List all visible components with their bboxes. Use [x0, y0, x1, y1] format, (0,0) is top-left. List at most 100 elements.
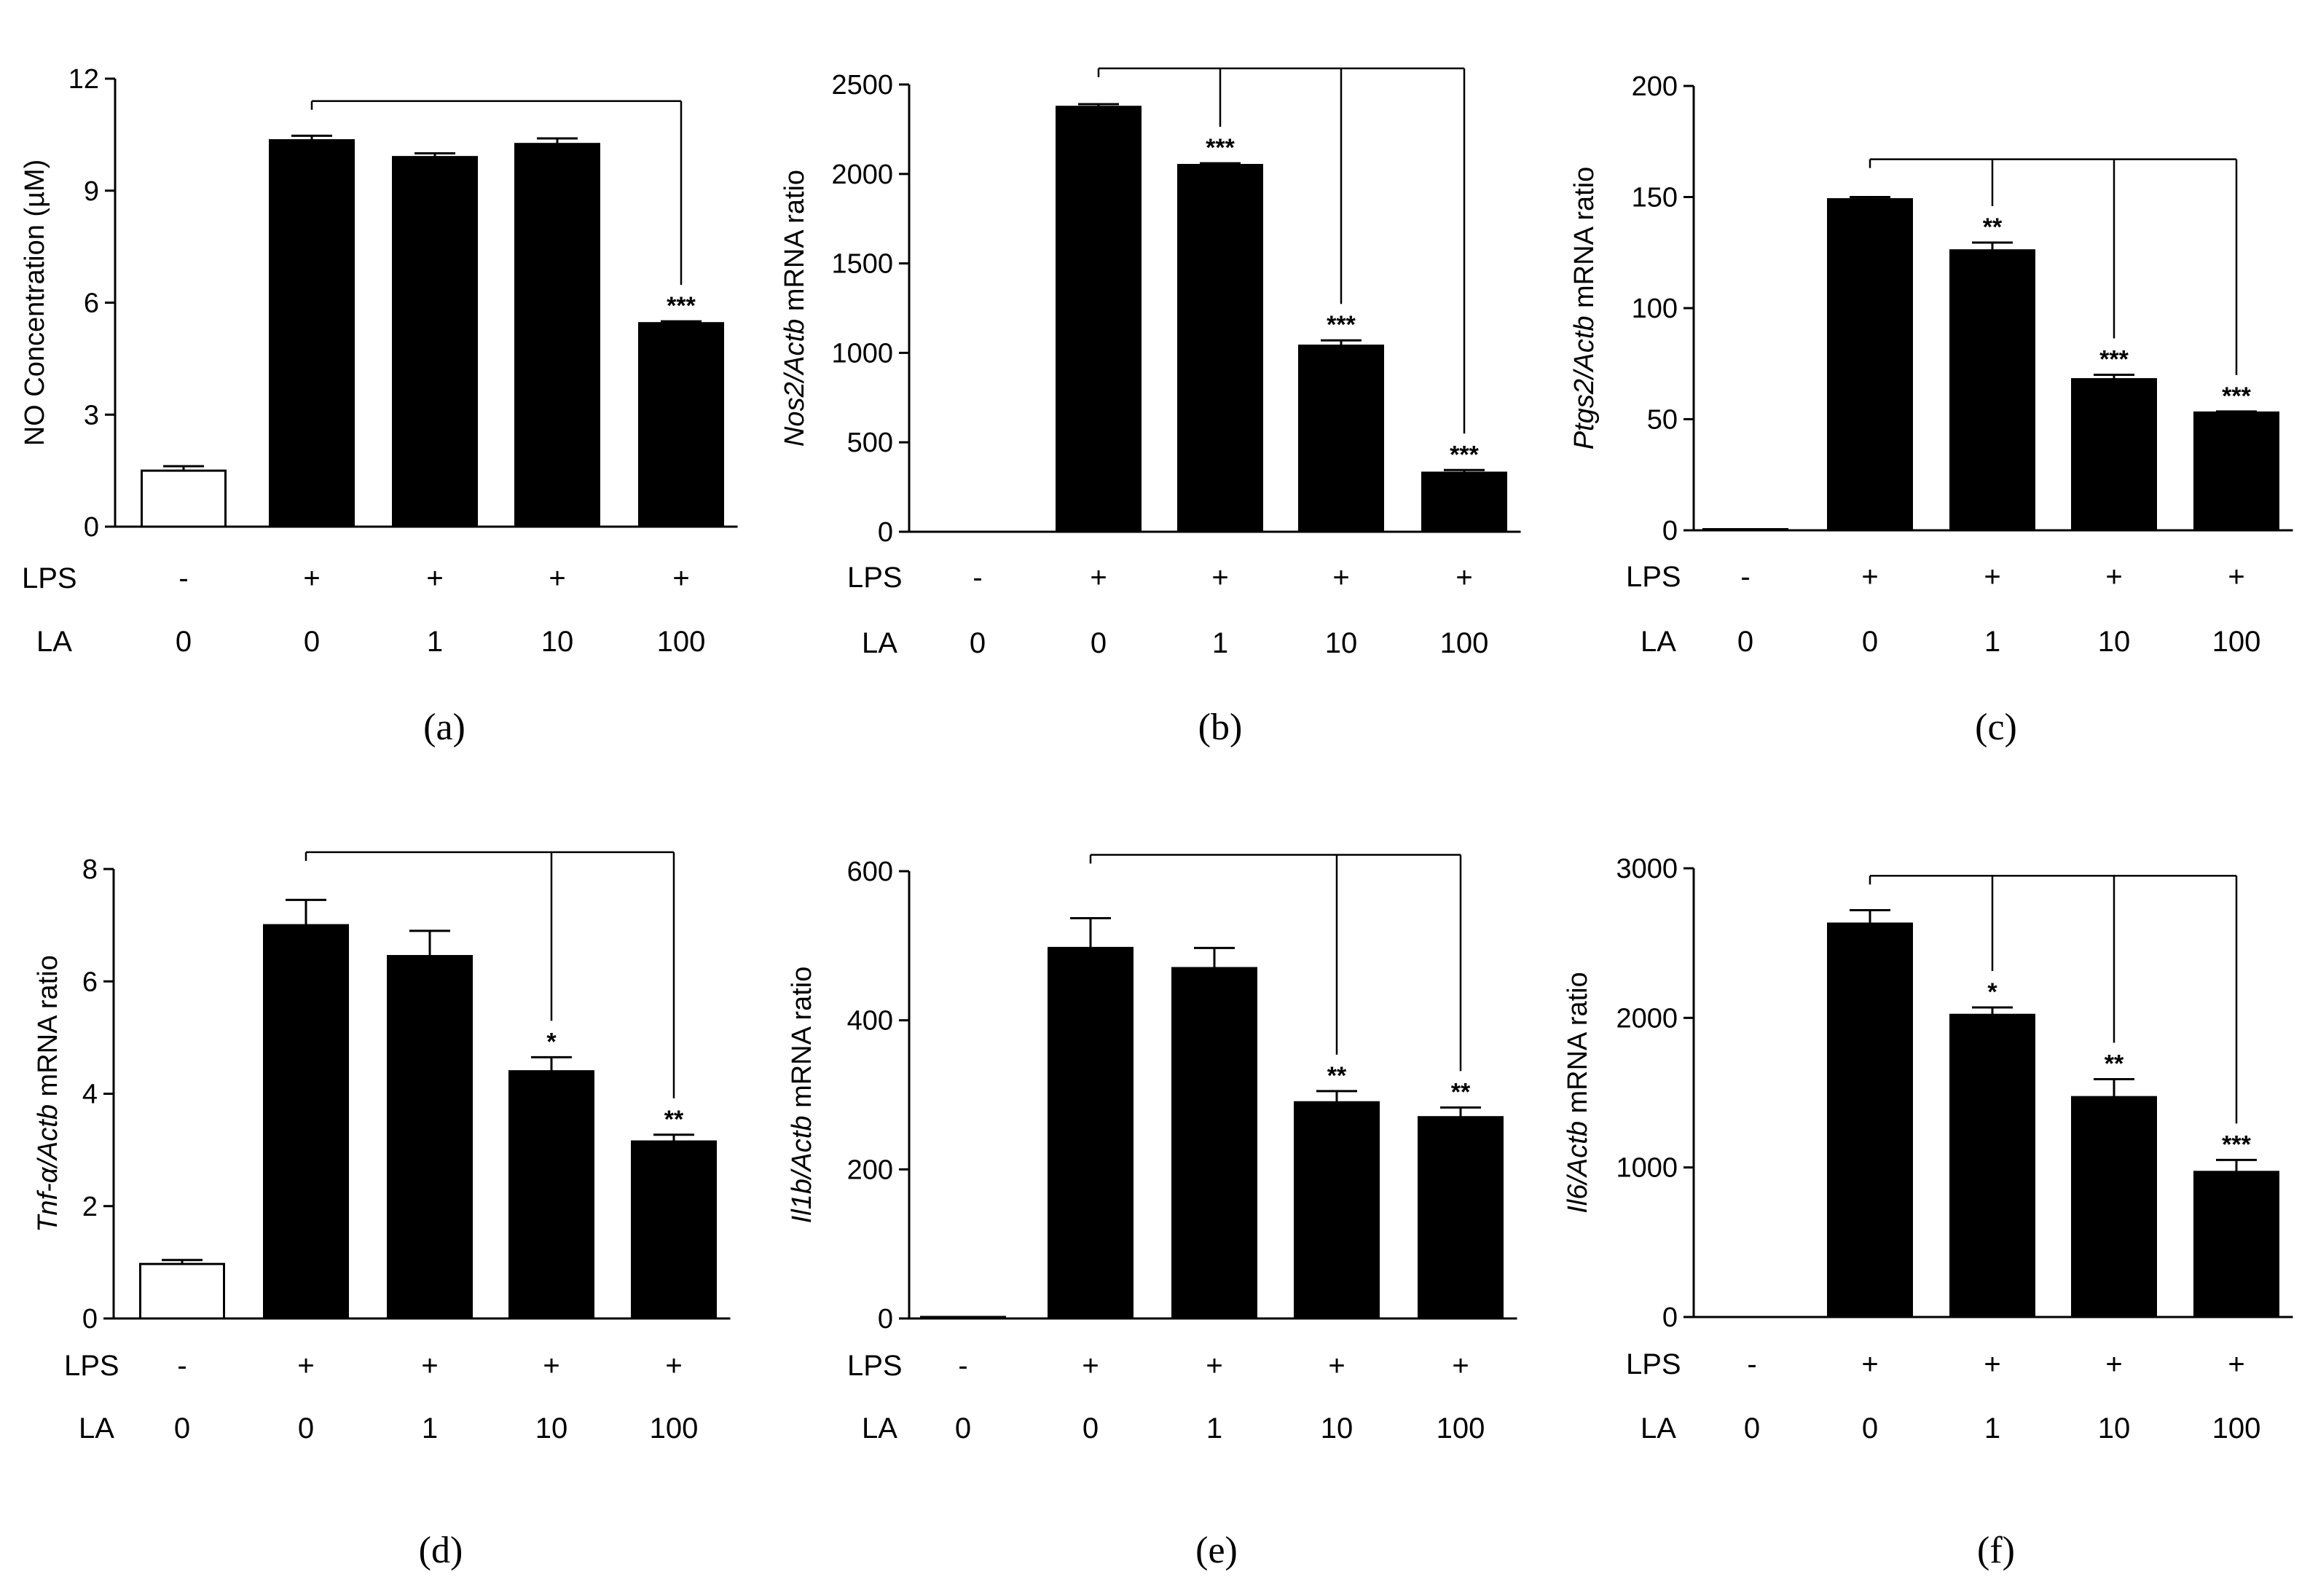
- y-tick-label: 2500: [831, 70, 893, 101]
- y-axis-title: Nos2/Actb mRNA ratio: [779, 170, 810, 447]
- lps-value: +: [421, 1350, 438, 1382]
- lps-value: +: [1984, 1348, 2000, 1380]
- lps-value: -: [958, 1350, 967, 1382]
- la-value: 0: [1744, 1412, 1760, 1444]
- bar: [1702, 527, 1788, 532]
- y-axis-title-part: Ptgs2/Actb: [1569, 316, 1600, 450]
- lps-value: +: [426, 562, 443, 594]
- significance-label: ***: [2099, 346, 2129, 374]
- y-axis-title-part: Il6/Actb: [1563, 1121, 1593, 1214]
- y-axis-title-part: Nos2/Actb: [779, 319, 810, 447]
- bar: [1418, 1116, 1504, 1320]
- y-tick-label: 1500: [831, 249, 893, 280]
- la-value: 0: [970, 627, 986, 659]
- la-value: 100: [1440, 627, 1489, 659]
- bar: [1949, 1013, 2035, 1318]
- la-value: 0: [304, 626, 320, 658]
- la-value: 0: [955, 1412, 971, 1444]
- y-tick-label: 9: [84, 176, 99, 207]
- la-value: 1: [1984, 626, 2000, 658]
- y-tick-label: 200: [847, 1155, 893, 1185]
- la-value: 0: [1083, 1412, 1099, 1444]
- lps-value: -: [1747, 1348, 1756, 1380]
- la-value: 10: [1325, 627, 1358, 659]
- panel-label: (f): [1977, 1530, 2015, 1571]
- la-value: 0: [174, 1412, 190, 1444]
- row-label-lps: LPS: [847, 1350, 903, 1382]
- la-value: 100: [650, 1412, 699, 1444]
- lps-value: -: [177, 1350, 186, 1382]
- y-tick-label: 0: [1662, 516, 1678, 546]
- significance-label: **: [1451, 1078, 1471, 1106]
- bar: [1949, 249, 2035, 532]
- lps-value: +: [2228, 1348, 2244, 1380]
- row-label-lps: LPS: [1626, 561, 1681, 593]
- bar: [514, 143, 600, 528]
- bar: [638, 322, 724, 528]
- y-tick-label: 2000: [1616, 1003, 1678, 1034]
- y-tick-label: 100: [1632, 294, 1678, 324]
- bar: [2193, 411, 2279, 532]
- row-label-la: LA: [1641, 1412, 1676, 1444]
- la-value: 0: [298, 1412, 314, 1444]
- y-axis-title-part: mRNA ratio: [779, 170, 810, 319]
- y-tick-label: 6: [84, 288, 99, 319]
- la-value: 100: [2212, 626, 2261, 658]
- la-value: 1: [1212, 627, 1228, 659]
- panel-label: (d): [419, 1530, 463, 1571]
- chart-panel-e: 0 200 400 600 Il1b/Actb mRNA ratio ** ** LPS LA -…: [787, 854, 1517, 1571]
- y-axis-title: Il6/Actb mRNA ratio: [1563, 972, 1593, 1214]
- bar: [1294, 1101, 1380, 1320]
- lps-value: +: [2105, 561, 2122, 593]
- la-value: 0: [1862, 1412, 1878, 1444]
- y-tick-label: 0: [82, 1304, 98, 1334]
- row-label-la: LA: [862, 1412, 897, 1444]
- la-value: 1: [1984, 1412, 2000, 1444]
- bar: [631, 1140, 717, 1320]
- y-tick-label: 400: [847, 1006, 893, 1037]
- y-axis-title-part: mRNA ratio: [787, 967, 817, 1116]
- row-label-lps: LPS: [22, 562, 77, 594]
- y-tick-label: 3: [84, 400, 99, 431]
- bar: [1421, 471, 1507, 533]
- bar: [269, 139, 355, 528]
- y-tick-label: 3000: [1616, 854, 1678, 884]
- y-tick-label: 2000: [831, 160, 893, 190]
- significance-label: ***: [1206, 134, 1235, 162]
- y-tick-label: 6: [82, 967, 98, 997]
- y-tick-label: 1000: [831, 338, 893, 369]
- y-tick-label: 0: [1662, 1302, 1678, 1333]
- y-tick-label: 200: [1632, 71, 1678, 102]
- y-tick-label: 500: [847, 428, 893, 458]
- la-value: 10: [2098, 626, 2131, 658]
- y-tick-label: 12: [68, 64, 99, 95]
- panel-label: (c): [1975, 707, 2017, 748]
- la-value: 1: [427, 626, 443, 658]
- y-tick-label: 600: [847, 857, 893, 887]
- bar: [1171, 967, 1257, 1320]
- y-axis-title-part: NO Concentration (: [20, 208, 50, 447]
- significance-label: ***: [2222, 382, 2251, 410]
- bar: [263, 924, 349, 1320]
- lps-value: +: [2228, 561, 2244, 593]
- lps-value: -: [973, 562, 982, 594]
- la-value: 100: [1437, 1412, 1485, 1444]
- lps-value: +: [1861, 1348, 1878, 1380]
- y-axis-title-part: µ: [20, 192, 50, 208]
- y-tick-label: 150: [1632, 183, 1678, 213]
- row-label-lps: LPS: [1626, 1348, 1681, 1380]
- lps-value: +: [1861, 561, 1878, 593]
- y-axis-title: Il1b/Actb mRNA ratio: [787, 967, 817, 1224]
- panel-label: (b): [1198, 707, 1243, 748]
- lps-value: +: [1082, 1350, 1099, 1382]
- lps-value: +: [1090, 562, 1107, 594]
- row-label-lps: LPS: [64, 1350, 119, 1382]
- lps-value: +: [1332, 562, 1349, 594]
- la-value: 1: [422, 1412, 438, 1444]
- y-tick-label: 0: [878, 517, 893, 548]
- significance-label: **: [1327, 1062, 1347, 1090]
